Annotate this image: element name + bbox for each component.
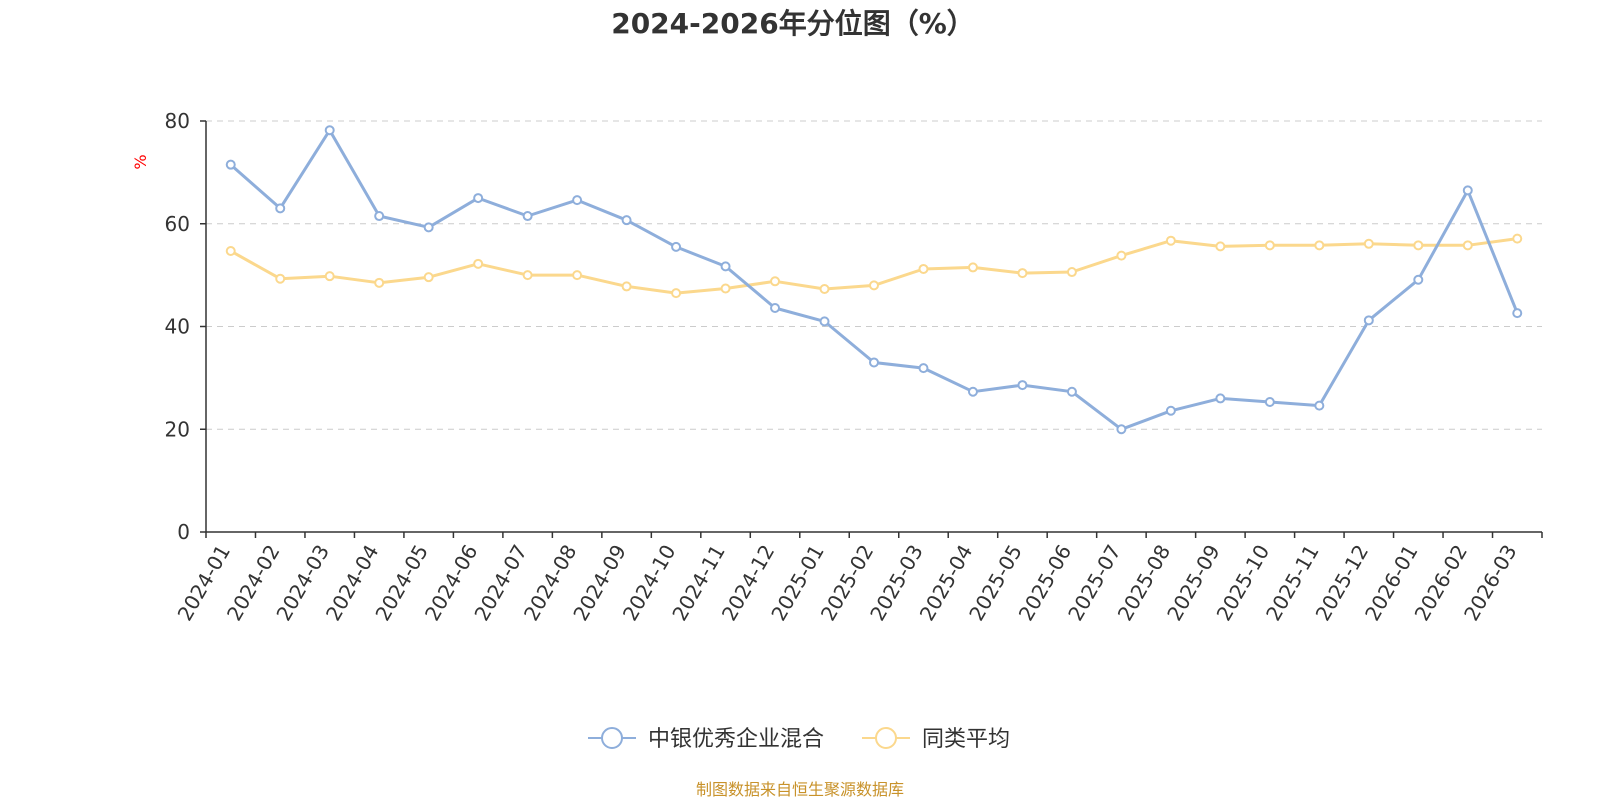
data-point[interactable] [918,363,929,374]
y-tick-label: 40 [165,315,190,339]
data-point[interactable] [423,222,434,233]
data-point[interactable] [1264,240,1275,251]
data-point[interactable] [1462,240,1473,251]
data-point[interactable] [869,357,879,368]
data-point[interactable] [572,270,583,281]
legend-item-series-1[interactable]: 同类平均 [862,727,1010,752]
series-0 [225,125,1523,435]
data-point[interactable] [1017,268,1028,279]
data-point[interactable] [819,316,830,327]
legend-item-series-0[interactable]: 中银优秀企业混合 [588,727,824,752]
data-point[interactable] [1066,386,1077,397]
data-point[interactable] [1116,250,1127,261]
y-tick-label: 0 [177,520,190,544]
data-point[interactable] [918,263,929,274]
data-point[interactable] [1215,241,1226,252]
data-point[interactable] [1066,267,1077,278]
data-point[interactable] [374,211,385,222]
data-point[interactable] [770,303,781,314]
data-point[interactable] [1363,238,1374,249]
data-point[interactable] [621,281,632,292]
data-point[interactable] [967,386,978,397]
y-tick-label: 80 [165,109,190,133]
data-point[interactable] [819,283,830,294]
series-1 [225,233,1523,299]
data-point[interactable] [1165,405,1176,416]
data-point[interactable] [1512,308,1523,319]
series-line [229,128,1519,431]
chart-title: 2024-2026年分位图（%） [611,7,975,40]
y-tick-labels: 0 20 40 60 80 [165,109,190,544]
grid-lines [206,120,1542,430]
data-point[interactable] [967,262,978,273]
data-point[interactable] [324,125,335,136]
data-point[interactable] [1462,185,1473,196]
data-point[interactable] [869,280,879,291]
data-point[interactable] [1314,240,1325,251]
x-tick-labels: 2024-012024-022024-032024-042024-052024-… [172,540,1521,624]
legend-label: 同类平均 [922,727,1010,752]
data-point[interactable] [621,215,632,226]
data-point[interactable] [1413,274,1424,285]
data-point[interactable] [324,271,335,282]
data-point[interactable] [225,159,236,170]
legend-symbol-circle [601,727,623,749]
y-axis-label: % [131,154,150,169]
data-point[interactable] [473,193,484,204]
data-point[interactable] [1413,240,1424,251]
data-point[interactable] [1512,233,1523,244]
data-point[interactable] [522,270,533,281]
legend-label: 中银优秀企业混合 [648,727,824,752]
y-tick-label: 20 [165,417,190,441]
legend: 中银优秀企业混合 同类平均 [588,727,1010,752]
data-point[interactable] [770,276,781,287]
data-point[interactable] [1116,424,1127,435]
data-point[interactable] [1363,315,1374,326]
data-point[interactable] [720,283,731,294]
data-point[interactable] [473,258,484,269]
data-point[interactable] [1314,400,1325,411]
data-point[interactable] [423,272,434,283]
y-tick-label: 60 [165,212,190,236]
legend-symbol-circle [875,727,897,749]
data-source-note: 制图数据来自恒生聚源数据库 [696,780,904,799]
data-point[interactable] [720,261,731,272]
data-point[interactable] [1017,380,1028,391]
data-point[interactable] [275,203,286,214]
series-lines [225,125,1523,435]
data-point[interactable] [374,277,385,288]
data-point[interactable] [225,245,236,256]
data-point[interactable] [572,195,583,206]
data-point[interactable] [1165,235,1176,246]
axes [200,120,1543,538]
data-point[interactable] [1215,393,1226,404]
data-point[interactable] [522,211,533,222]
data-point[interactable] [671,288,682,299]
data-point[interactable] [275,273,286,284]
data-point[interactable] [1264,397,1275,408]
data-point[interactable] [671,241,682,252]
